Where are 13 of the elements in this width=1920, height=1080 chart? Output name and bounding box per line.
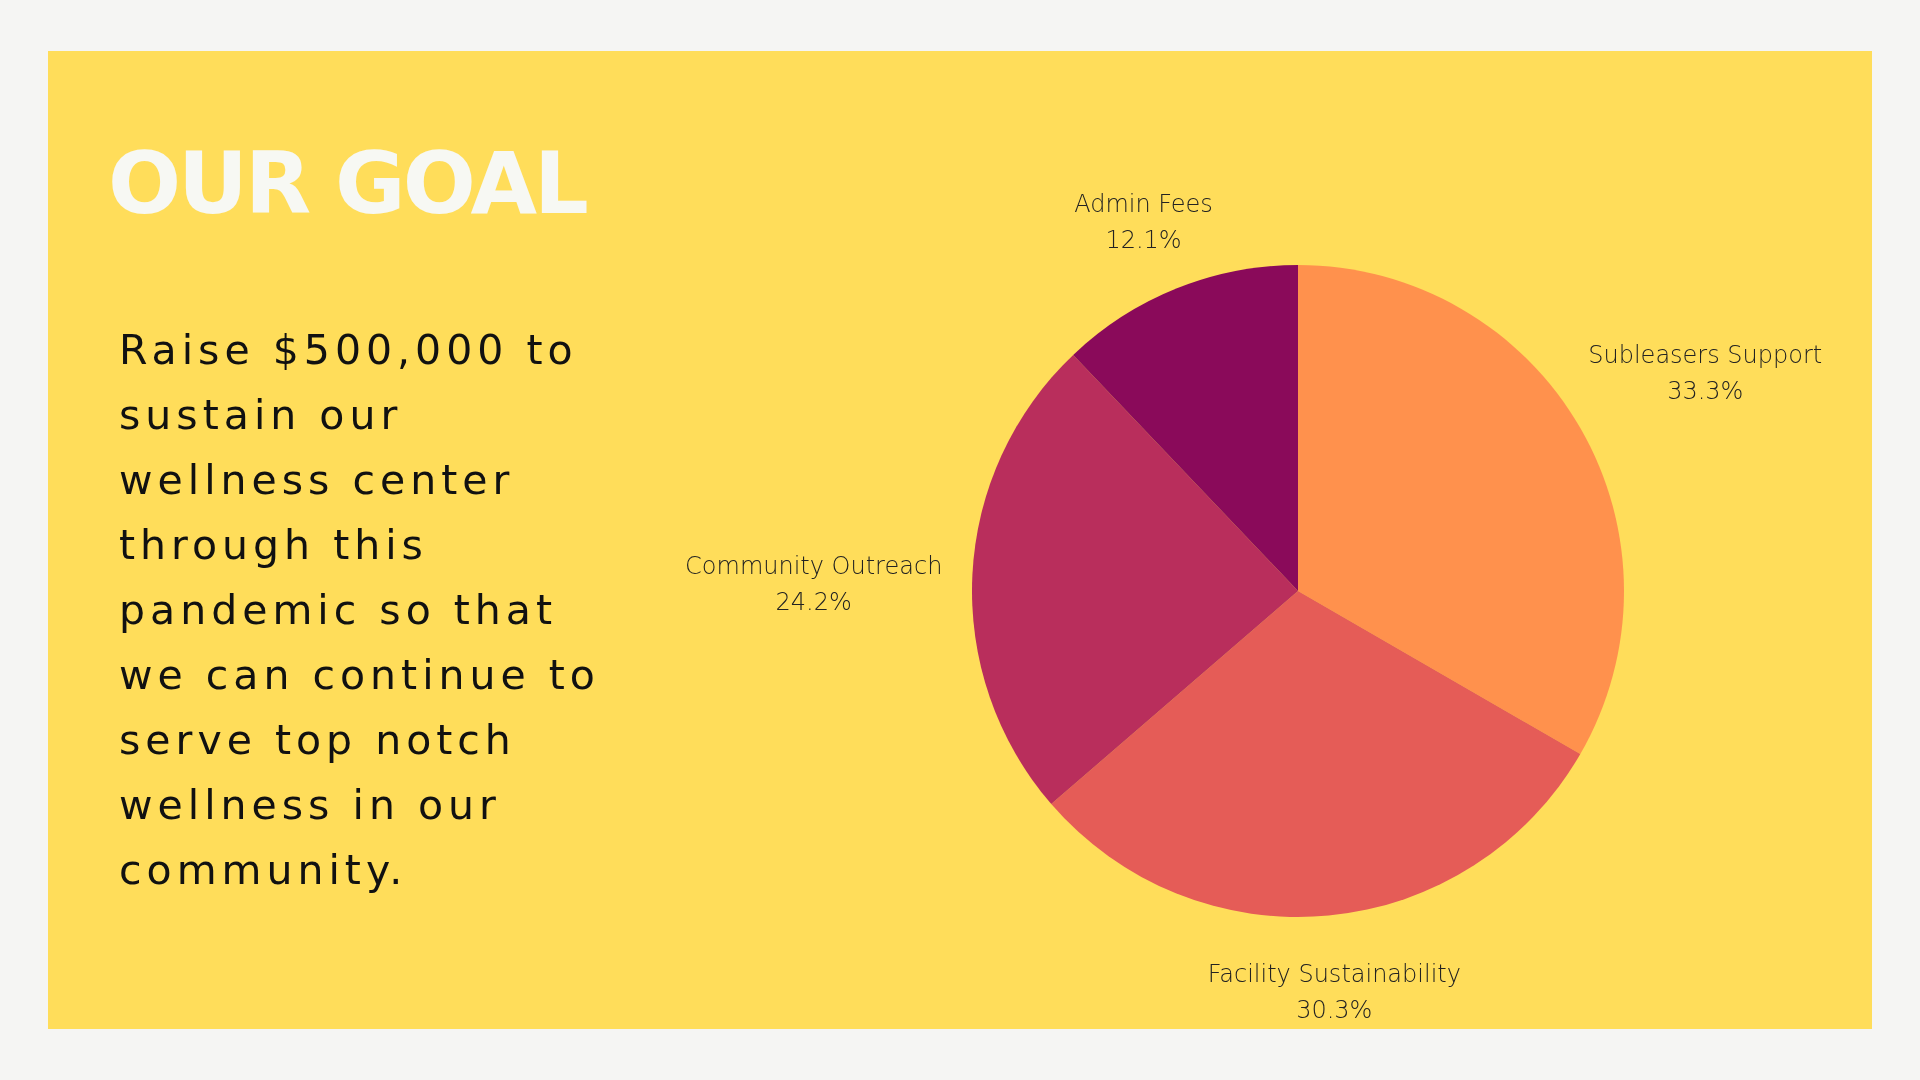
text: Raise $500,000 to sustain our wellness center through this pandemic so that we can continue to serve top notch wellness in our community. xyxy=(119,326,600,894)
chart-title: OUR GOAL xyxy=(108,133,586,233)
slice-label: Subleasers Support xyxy=(1588,340,1823,369)
data-label: 24.2% xyxy=(775,588,852,617)
data-label: 30.3% xyxy=(1296,995,1373,1024)
slice-label: Facility Sustainability xyxy=(1207,959,1461,988)
data-label: 12.1% xyxy=(1105,225,1182,254)
data-label: 33.3% xyxy=(1667,376,1744,405)
pie-slice xyxy=(1051,591,1581,917)
slice-label: Community Outreach xyxy=(685,552,943,581)
pie-slice xyxy=(1073,265,1298,591)
pie-slice xyxy=(972,354,1298,805)
slice-label: Admin Fees xyxy=(1074,189,1213,218)
